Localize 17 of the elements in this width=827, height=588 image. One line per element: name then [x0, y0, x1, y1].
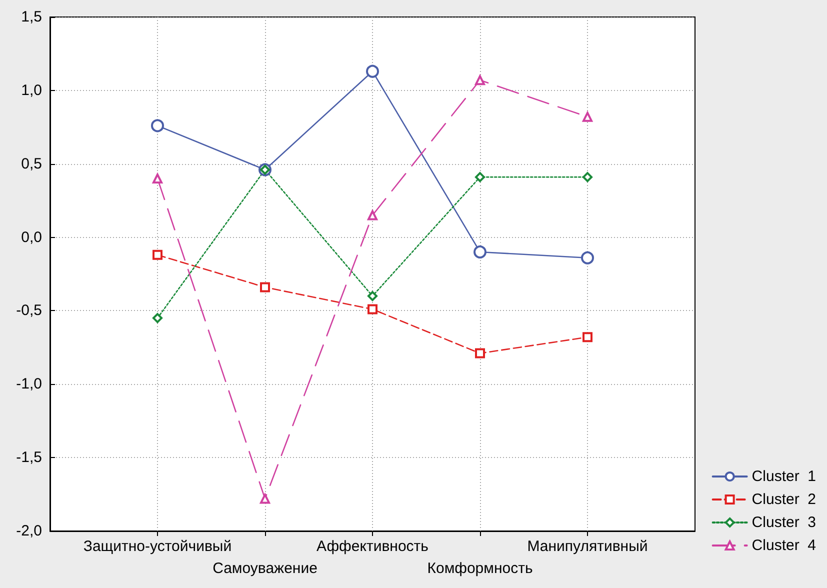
y-tick-label: -1,0 [16, 376, 42, 393]
y-tick-label: -0,5 [16, 302, 42, 320]
legend-label: Cluster 4 [752, 537, 816, 554]
y-tick-label: 1,5 [21, 8, 42, 26]
x-tick-label: Защитно-устойчивый [83, 538, 232, 555]
legend-label: Cluster 1 [752, 468, 816, 485]
x-tick-label: Манипулятивный [527, 538, 648, 555]
y-tick-label: 1,0 [21, 82, 42, 99]
y-tick-label: -1,5 [16, 449, 42, 466]
x-tick-label: Комформность [427, 560, 533, 577]
x-tick-label: Самоуважение [212, 560, 318, 577]
legend-label: Cluster 2 [752, 491, 816, 508]
y-tick-label: 0,0 [21, 228, 42, 246]
y-tick-label: 0,5 [21, 155, 42, 172]
y-tick-label: -2,0 [16, 522, 42, 540]
legend-label: Cluster 3 [752, 514, 816, 531]
x-tick-label: Аффективность [316, 538, 429, 555]
